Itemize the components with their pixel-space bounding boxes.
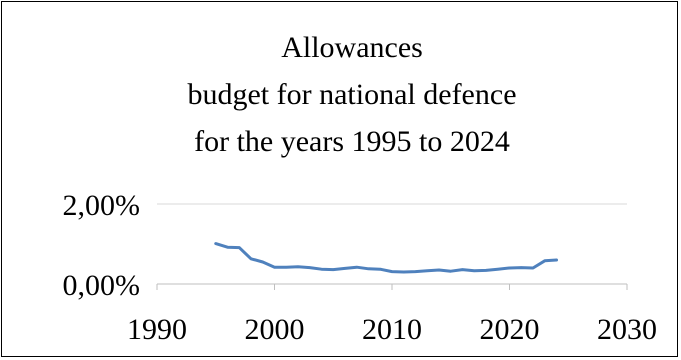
data-point-0-29 <box>555 258 558 262</box>
y-tick-label-1: 2,00% <box>63 189 141 222</box>
data-point-0-26 <box>520 266 523 269</box>
data-point-0-19 <box>437 268 441 272</box>
x-tick-label-1: 2000 <box>245 313 305 346</box>
data-point-0-27 <box>531 266 535 270</box>
series-line-0 <box>214 242 558 274</box>
x-tick-label-2: 2010 <box>362 313 422 346</box>
axes <box>156 283 628 290</box>
data-point-0-5 <box>273 266 276 269</box>
chart-title: Allowances budget for national defence f… <box>187 31 516 158</box>
data-point-0-22 <box>473 269 476 272</box>
data-point-0-7 <box>296 265 300 268</box>
series-layer <box>214 242 558 274</box>
data-point-0-25 <box>508 266 511 270</box>
chart-title-line-3: for the years 1995 to 2024 <box>194 125 510 158</box>
data-point-0-13 <box>367 267 370 270</box>
data-point-0-16 <box>402 270 405 274</box>
tick-labels: 0,00% 2,00% 1990 2000 2010 2020 2030 <box>63 189 658 346</box>
data-point-0-6 <box>285 266 288 269</box>
chart-title-line-2: budget for national defence <box>187 78 516 111</box>
data-point-0-20 <box>449 270 452 273</box>
data-point-0-2 <box>238 246 241 249</box>
data-point-0-3 <box>249 257 253 260</box>
data-point-0-28 <box>543 259 546 262</box>
x-tick-label-0: 1990 <box>127 313 187 346</box>
data-point-0-11 <box>343 267 347 270</box>
data-point-0-21 <box>461 268 464 271</box>
data-point-0-18 <box>426 269 429 272</box>
data-point-0-9 <box>320 268 323 271</box>
data-point-0-15 <box>390 270 394 273</box>
x-tick-label-4: 2030 <box>597 313 657 346</box>
data-point-0-24 <box>496 268 499 271</box>
data-point-0-12 <box>355 266 358 269</box>
data-point-0-10 <box>332 268 335 271</box>
chart-title-line-1: Allowances <box>281 31 423 64</box>
data-point-0-1 <box>226 246 229 249</box>
data-point-0-8 <box>308 266 311 269</box>
x-tick-label-3: 2020 <box>480 313 540 346</box>
data-point-0-4 <box>261 260 264 264</box>
data-point-0-17 <box>414 270 417 273</box>
y-tick-label-0: 0,00% <box>63 269 141 302</box>
data-point-0-23 <box>484 269 488 272</box>
data-point-0-14 <box>379 268 382 271</box>
data-point-0-0 <box>214 242 217 245</box>
